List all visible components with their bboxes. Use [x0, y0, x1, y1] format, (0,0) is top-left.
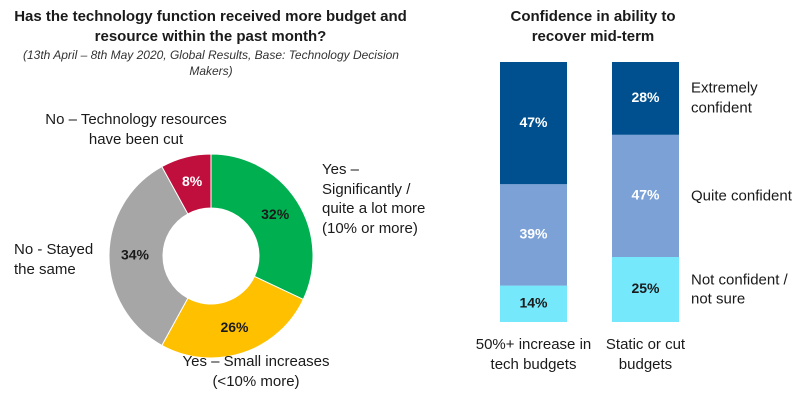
category-label: No – Technology resources have been cut [45, 111, 227, 148]
value-label: 32% [261, 206, 290, 222]
value-label: 25% [631, 280, 660, 296]
bar-segment [612, 62, 679, 135]
legend-label: Extremely confident [691, 79, 758, 117]
donut-slice [210, 153, 314, 301]
category-label: 50%+ increase in tech budgets [475, 336, 592, 373]
donut-title: Has the technology function received mor… [14, 8, 407, 45]
donut-slice [108, 165, 189, 347]
value-label: 34% [121, 247, 150, 263]
bar-segment [500, 62, 567, 185]
category-label: Static or cut budgets [605, 336, 686, 373]
value-label: 26% [220, 319, 249, 335]
value-label: 39% [519, 226, 548, 242]
category-label: Yes – Small increases (<10% more) [182, 353, 330, 390]
legend-label: Quite confident [691, 187, 792, 205]
bar-segment [500, 184, 567, 286]
legend-label: Not confident / not sure [691, 271, 788, 308]
value-label: 47% [519, 114, 548, 130]
value-label: 28% [631, 89, 660, 105]
donut-subtitle: (13th April – 8th May 2020, Global Resul… [23, 48, 399, 78]
bar-segment [612, 257, 679, 322]
value-label: 14% [519, 295, 548, 311]
value-label: 47% [631, 187, 660, 203]
category-label: Yes – Significantly / quite a lot more (… [322, 161, 426, 237]
donut-slice [161, 153, 212, 215]
category-label: No - Stayed the same [14, 241, 94, 278]
bar-segment [612, 134, 679, 257]
bar-title: Confidence in ability to recover mid-ter… [510, 8, 676, 45]
donut-slice [161, 275, 304, 359]
bar-segment [500, 285, 567, 322]
value-label: 8% [182, 173, 203, 189]
